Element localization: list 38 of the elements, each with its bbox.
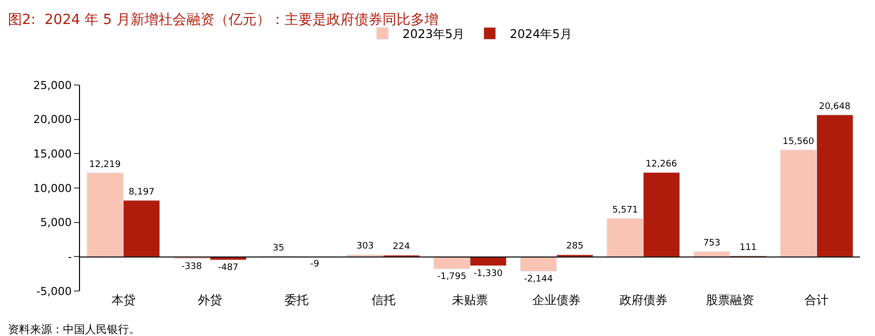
- x-tick-label: 本贷: [111, 293, 136, 307]
- x-tick-label: 外贷: [198, 293, 222, 307]
- x-tick-label: 政府债券: [619, 293, 668, 307]
- data-label: 5,571: [612, 205, 638, 216]
- data-label: -487: [218, 263, 238, 274]
- data-label: 111: [740, 242, 757, 253]
- y-tick-label: 20,000: [33, 113, 72, 126]
- data-label: 20,648: [818, 102, 851, 112]
- x-tick-label: 未贴票: [452, 293, 488, 307]
- legend-label: 2024年5月: [510, 27, 572, 42]
- y-tick-label: 5,000: [40, 216, 72, 230]
- text: 资料来源：中国人民银行。: [8, 323, 140, 336]
- y-tick-label: -5,000: [36, 284, 72, 298]
- data-label: -338: [181, 262, 202, 272]
- data-label: 224: [392, 242, 410, 252]
- data-label: 8,197: [128, 187, 154, 198]
- x-tick-label: 企业债券: [532, 293, 581, 307]
- data-label: -1,795: [437, 272, 466, 282]
- x-tick-label: 股票融资: [706, 293, 754, 307]
- legend-label: 2023年5月: [402, 27, 465, 42]
- chart-title: 图2: 2024 年 5 月新增社会融资（亿元）：主要是政府债券同比多增: [8, 12, 438, 28]
- data-label: -9: [310, 260, 320, 270]
- data-label: 35: [272, 243, 284, 254]
- y-tick-label: -: [68, 250, 72, 264]
- data-label: -2,144: [524, 274, 554, 284]
- x-tick-label: 委托: [284, 293, 309, 307]
- data-label: -1,330: [474, 268, 503, 279]
- y-tick-label: 15,000: [33, 148, 72, 161]
- data-label: 753: [703, 238, 720, 248]
- data-label: 12,219: [89, 160, 122, 170]
- data-label: 285: [566, 242, 584, 252]
- y-tick-label: 10,000: [33, 182, 72, 195]
- data-label: 303: [356, 242, 374, 252]
- x-tick-label: 信托: [371, 293, 396, 307]
- x-tick-label: 合计: [804, 293, 829, 307]
- data-label: 12,266: [646, 159, 678, 170]
- data-label: 15,560: [782, 136, 814, 147]
- y-tick-label: 25,000: [33, 78, 72, 92]
